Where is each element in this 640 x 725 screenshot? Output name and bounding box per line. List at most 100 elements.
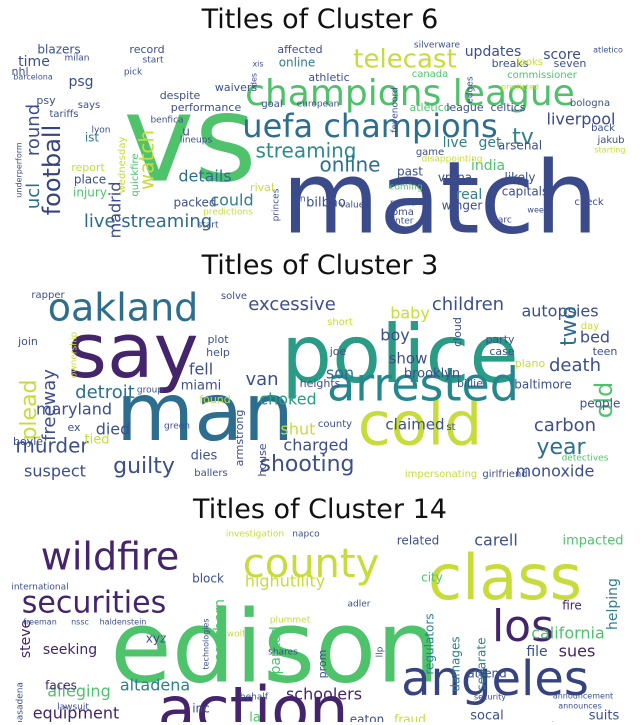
cloud-word: boy: [380, 326, 409, 345]
cloud-word: round: [23, 104, 44, 156]
cloud-word: ownership: [70, 332, 80, 379]
cloud-word: plead: [17, 379, 42, 440]
cluster-panel-14: Titles of Cluster 14 edison class action an…: [0, 490, 640, 725]
cloud-word: parc: [492, 216, 512, 226]
cloud-word: details: [178, 167, 231, 186]
cloud-word: atlético: [409, 101, 450, 114]
cloud-word: injury: [73, 186, 107, 200]
cloud-word: tariffs: [49, 109, 78, 120]
cloud-word: seeking: [43, 642, 97, 658]
cloud-word: found: [199, 393, 231, 406]
cloud-word: solve: [221, 291, 247, 302]
cloud-word: girlfriend: [482, 469, 527, 480]
cloud-word: tied: [85, 433, 110, 448]
cloud-word: ucl: [23, 183, 44, 209]
cloud-word: european: [297, 100, 340, 110]
cloud-word: streaming: [255, 139, 356, 163]
cloud-word: securities: [22, 586, 166, 621]
panel-title: Titles of Cluster 6: [201, 4, 439, 35]
cloud-word: altadena: [120, 676, 190, 695]
cloud-word: champions league: [245, 73, 575, 114]
cloud-word: freeman: [23, 618, 57, 627]
cloud-word: football: [38, 125, 66, 216]
cloud-word: waivers: [215, 81, 258, 94]
word-cloud: police say man cold arrested oakland excessive…: [8, 282, 632, 484]
cloud-word: sparked: [268, 626, 284, 682]
cloud-word: check: [574, 197, 603, 208]
cloud-word: adler: [348, 600, 371, 610]
cloud-word: separate: [475, 638, 489, 691]
cloud-word: says: [78, 100, 100, 111]
cloud-word: wolf: [227, 630, 246, 640]
cloud-word: impersonating: [405, 469, 477, 480]
cloud-word: cold: [358, 390, 482, 460]
cloud-word: police: [281, 308, 518, 401]
cloud-word: heights: [300, 377, 341, 390]
cloud-word: live: [443, 135, 468, 151]
cloud-word: rival: [250, 181, 274, 194]
cloud-word: report: [71, 161, 105, 174]
cloud-word: llp: [376, 646, 386, 657]
cloud-word: oakland: [48, 286, 199, 330]
cloud-word: st: [446, 422, 455, 433]
cloud-word: liverpool: [547, 110, 616, 129]
cloud-word: performance: [171, 101, 242, 114]
cloud-word: telecast: [353, 45, 456, 75]
cloud-word: seven: [554, 57, 587, 70]
cloud-word: socal: [470, 709, 503, 723]
cloud-word: suits: [589, 709, 620, 723]
cloud-word: los: [492, 601, 554, 652]
cloud-word: death: [549, 355, 601, 376]
cloud-word: uefa champions: [242, 107, 497, 145]
cloud-word: freeway: [39, 369, 60, 441]
cloud-word: ballers: [194, 468, 228, 479]
cloud-word: lawsuit: [57, 703, 89, 713]
cloud-word: house: [256, 443, 269, 476]
cloud-word: man: [116, 366, 294, 459]
cloud-word: faces: [45, 679, 77, 693]
cloud-word: dies: [191, 449, 218, 464]
cloud-word: van: [245, 369, 278, 390]
cloud-word: place: [74, 173, 106, 187]
cloud-word: detroit: [75, 382, 135, 403]
cloud-word: blazers: [37, 43, 80, 57]
cloud-word: day: [581, 321, 599, 332]
cloud-word: case: [489, 345, 515, 358]
cloud-word: fell: [189, 360, 213, 379]
cloud-word: capitals: [502, 185, 549, 199]
cloud-word: children: [432, 294, 504, 315]
cloud-word: boyle: [13, 435, 43, 448]
cloud-word: tv: [512, 125, 534, 150]
cloud-word: disappointing: [421, 155, 482, 165]
panel-title: Titles of Cluster 3: [201, 250, 439, 281]
cloud-word: princes: [272, 188, 282, 221]
cloud-word: shut: [281, 420, 316, 439]
cloud-word: schoolers: [286, 685, 362, 704]
cloud-word: ex: [67, 421, 81, 434]
cloud-word: inc: [192, 702, 210, 716]
cluster-panel-3: Titles of Cluster 3 police say man cold arre…: [0, 246, 640, 486]
cloud-word: international: [11, 583, 68, 593]
cloud-word: atletico: [593, 46, 623, 55]
cloud-word: baby: [390, 304, 430, 323]
cloud-word: attend: [467, 667, 506, 681]
cloud-word: packed: [173, 196, 216, 210]
cloud-word: joe: [329, 345, 347, 358]
cloud-word: match: [282, 139, 598, 238]
cloud-word: barcelona: [13, 73, 53, 82]
cloud-word: real: [456, 187, 483, 203]
cloud-word: league: [446, 101, 484, 114]
cloud-word: people: [580, 397, 621, 411]
cloud-word: teen: [593, 345, 618, 358]
cloud-word: silverware: [414, 41, 461, 51]
cloud-word: quickfire: [130, 153, 141, 196]
cloud-word: value: [340, 201, 365, 211]
cloud-word: nhl: [12, 65, 29, 78]
cloud-word: lineups: [180, 136, 213, 146]
word-cloud: vs match champions league uefa champions tel…: [8, 38, 632, 238]
cloud-word: baltimore: [514, 378, 571, 392]
cloud-word: file: [526, 644, 547, 660]
cloud-word: fire: [562, 599, 582, 613]
cloud-word: helping: [605, 578, 621, 630]
